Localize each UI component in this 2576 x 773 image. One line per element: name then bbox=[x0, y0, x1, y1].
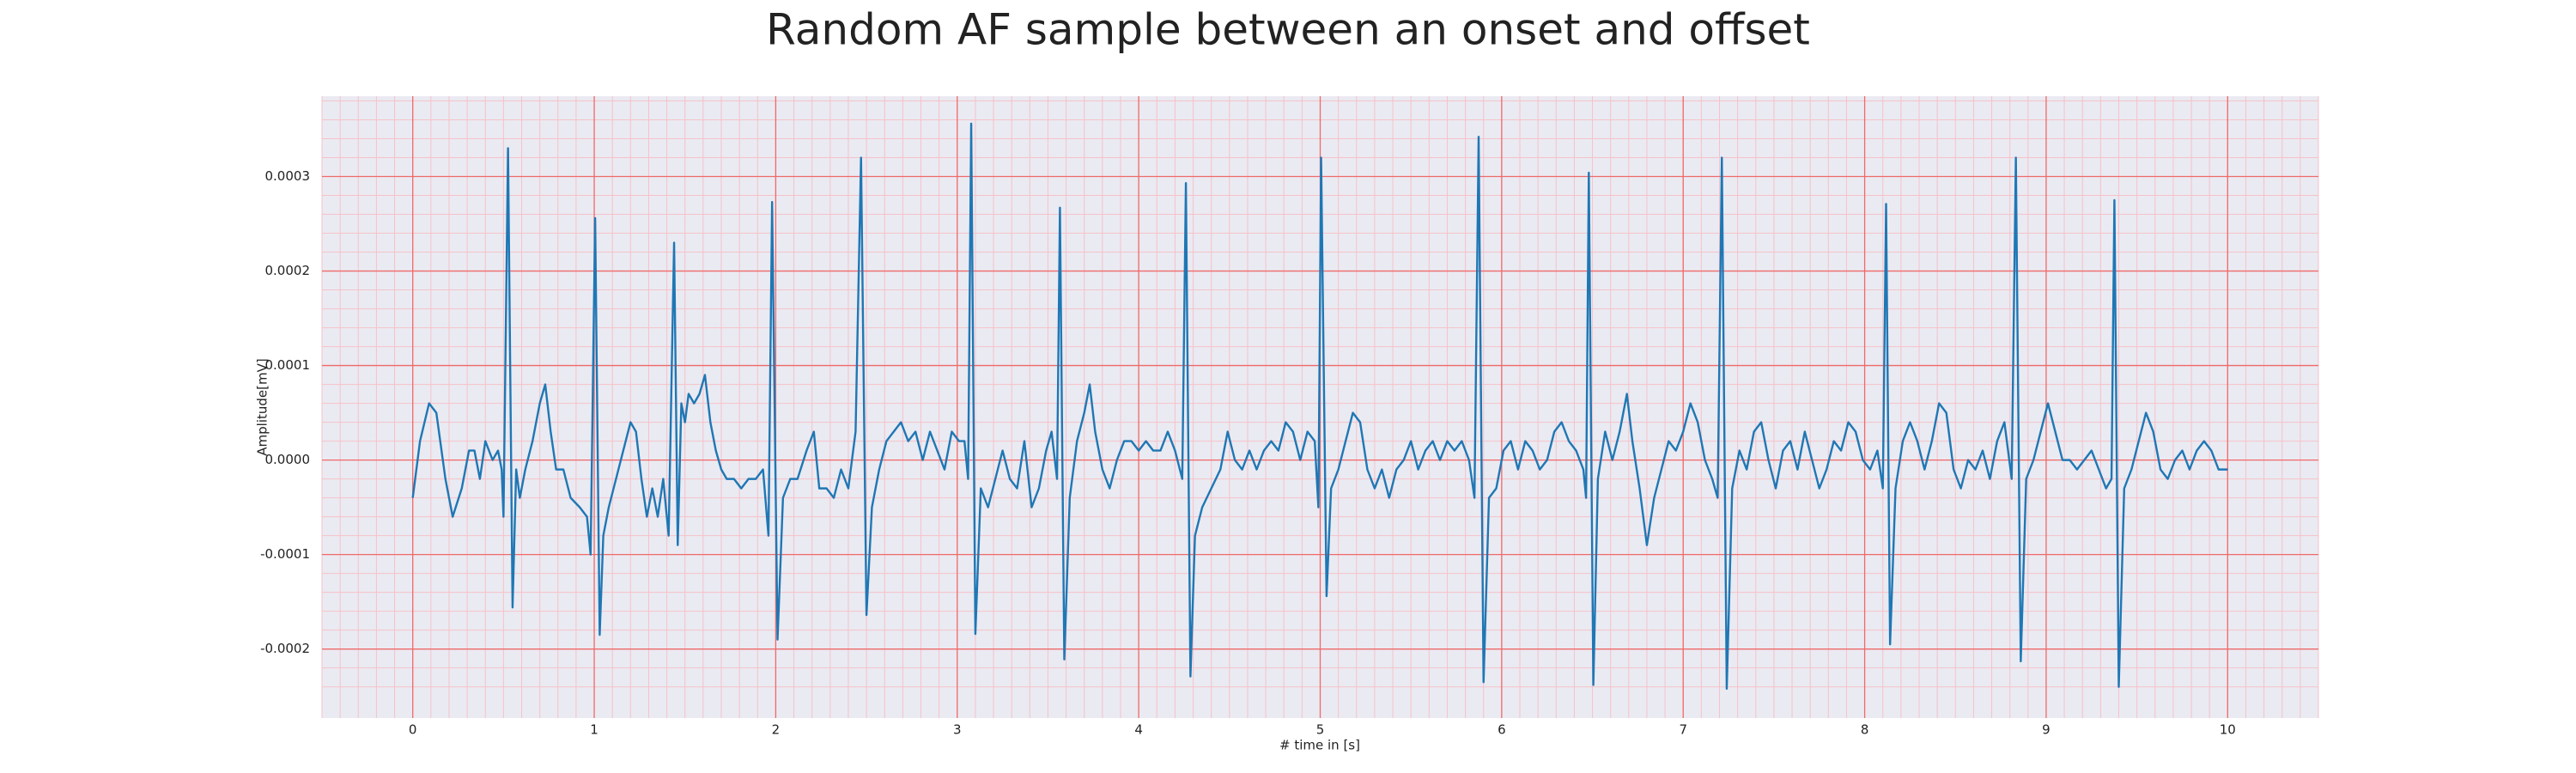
x-tick-label: 10 bbox=[2220, 722, 2236, 738]
y-tick-label: 0.0002 bbox=[265, 263, 311, 278]
y-tick-label: -0.0002 bbox=[260, 641, 310, 656]
y-axis-label: Amplitude[mV] bbox=[255, 358, 270, 455]
x-tick-label: 8 bbox=[1861, 722, 1869, 738]
x-tick-label: 6 bbox=[1498, 722, 1506, 738]
y-tick-label: -0.0001 bbox=[260, 546, 310, 562]
x-tick-label: 2 bbox=[772, 722, 781, 738]
y-tick-label: 0.0003 bbox=[265, 168, 311, 184]
x-tick-label: 1 bbox=[590, 722, 598, 738]
x-tick-label: 9 bbox=[2042, 722, 2050, 738]
y-tick-label: 0.0001 bbox=[265, 357, 311, 373]
chart-title: Random AF sample between an onset and of… bbox=[766, 5, 1810, 55]
x-tick-label: 3 bbox=[953, 722, 962, 738]
x-tick-label: 4 bbox=[1134, 722, 1143, 738]
y-tick-label: 0.0000 bbox=[265, 452, 311, 467]
x-axis-label: # time in [s] bbox=[1279, 738, 1360, 753]
x-tick-label: 0 bbox=[409, 722, 417, 738]
x-tick-label: 7 bbox=[1679, 722, 1687, 738]
x-tick-label: 5 bbox=[1316, 722, 1325, 738]
signal-line bbox=[411, 122, 2228, 691]
